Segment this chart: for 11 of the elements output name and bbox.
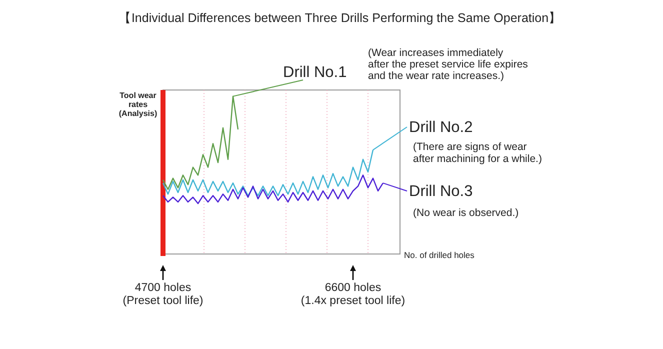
text: (Wear increases immediately after the preset service life expires and the wear rate increases.) [368,47,528,82]
legend-label: Drill No.3 [409,183,473,200]
y-axis-title: Tool wear rates (Analysis) [118,91,158,118]
text: (No wear is observed.) [413,207,519,219]
text: Drill No.2 [409,119,473,136]
text: (There are signs of wear after machining for a while.) [413,141,542,165]
text: 4700 holes (Preset tool life) [122,282,204,307]
x-axis-title: No. of drilled holes [404,250,474,260]
text: 6600 holes (1.4x preset tool life) [300,282,406,307]
chart-title: 【Individual Differences between Three Drills Performing the Same Operation】 [118,11,562,25]
text: Drill No.1 [283,64,347,81]
